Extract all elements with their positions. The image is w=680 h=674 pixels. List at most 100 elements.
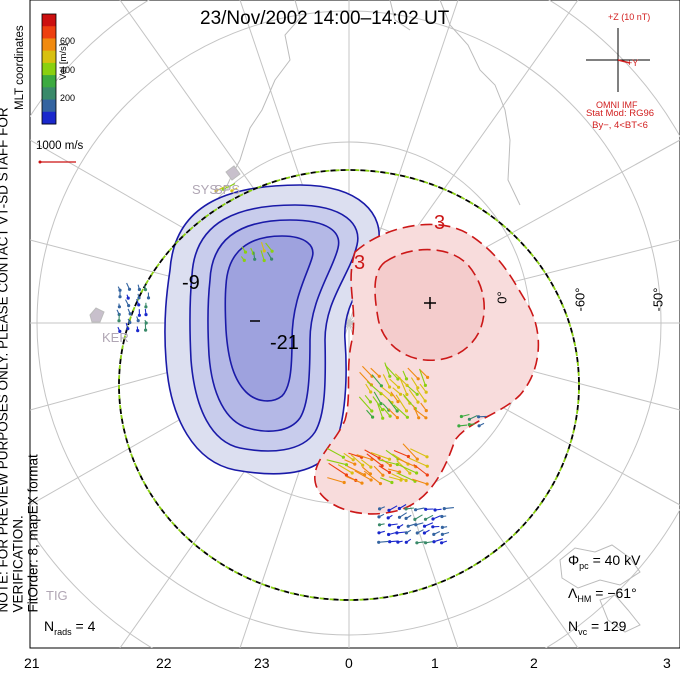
mlt-hour-label: 3 <box>663 655 671 671</box>
colorbar-swatch <box>42 99 56 113</box>
velocity-vector <box>469 423 475 426</box>
velocity-vector <box>424 522 434 527</box>
vector-scale <box>38 160 76 164</box>
mlt-hour-label: 1 <box>431 655 439 671</box>
velocity-vector <box>378 465 390 473</box>
velocity-vector <box>413 464 428 476</box>
velocity-vector <box>126 294 129 299</box>
colorbar-swatch <box>42 50 56 64</box>
velocity-vector <box>388 476 402 481</box>
velocity-vector <box>382 403 390 411</box>
velocity-vector <box>144 284 147 290</box>
imf-caption: OMNI IMF <box>596 100 638 110</box>
stat-value: = 4 <box>71 618 96 634</box>
velocity-vector <box>127 318 131 323</box>
velocity-vector <box>382 407 391 417</box>
velocity-vector <box>347 465 365 476</box>
velocity-vector <box>356 454 372 461</box>
velocity-vector <box>241 246 246 253</box>
colorbar-tick: 600 <box>60 36 76 46</box>
plot-frame <box>29 0 680 649</box>
stat-subscript: HM <box>577 593 592 604</box>
vector-origin <box>388 540 392 544</box>
velocity-vector <box>389 523 398 526</box>
velocity-vector <box>231 187 238 192</box>
velocity-vector <box>413 408 427 419</box>
velocity-vector <box>424 529 430 534</box>
velocity-vector <box>328 462 347 476</box>
velocity-vector <box>136 316 139 321</box>
vector-origin <box>414 523 418 527</box>
velocity-vector <box>260 242 265 252</box>
vector-origin <box>415 541 419 545</box>
velocity-vector <box>364 394 371 403</box>
velocity-vector <box>343 452 354 461</box>
velocity-vector <box>441 515 447 518</box>
velocity-vector <box>391 473 407 481</box>
velocity-vector <box>354 470 372 481</box>
velocity-vector <box>432 515 441 520</box>
velocity-vector <box>419 369 428 378</box>
velocity-vector <box>345 475 363 484</box>
velocity-vector <box>253 251 256 260</box>
velocity-vector <box>377 403 384 419</box>
vector-origin <box>377 540 381 544</box>
velocity-vector <box>364 449 380 459</box>
velocity-vector <box>337 464 353 474</box>
velocity-vector <box>344 459 356 465</box>
velocity-vector <box>327 448 344 458</box>
velocity-vector <box>399 512 407 518</box>
stat-subscript: rads <box>54 626 72 637</box>
velocity-vector <box>359 371 372 386</box>
velocity-vector <box>137 293 140 299</box>
velocity-vector <box>348 452 362 458</box>
stat-model-label: Stat Mod: RG96 By−, 4<BT<6 <box>565 108 675 132</box>
radar-site-label: TIG <box>46 588 68 603</box>
velocity-vector <box>415 507 425 511</box>
stat-value: = 40 kV <box>588 552 641 568</box>
velocity-vector <box>442 526 448 528</box>
velocity-vector <box>387 468 400 473</box>
velocity-vector <box>366 453 383 467</box>
velocity-vector <box>390 391 399 402</box>
mlt-hour-label: 22 <box>156 655 172 671</box>
velocity-vector <box>385 449 399 460</box>
polar-cap-potential: Φpc = 40 kV <box>568 552 640 571</box>
velocity-vector <box>441 540 448 544</box>
velocity-vector <box>360 459 372 468</box>
velocity-vector <box>478 422 485 427</box>
velocity-vector <box>381 386 392 396</box>
velocity-vector <box>250 247 254 254</box>
velocity-vector <box>125 322 129 329</box>
velocity-vector <box>461 413 470 418</box>
vector-count: Nvc = 129 <box>568 618 626 637</box>
velocity-vector <box>420 402 427 411</box>
radar-site-label: KER <box>102 330 129 345</box>
radar-count: Nrads = 4 <box>44 618 95 637</box>
velocity-vector <box>125 299 130 306</box>
velocity-vector <box>399 504 407 509</box>
coastlines <box>89 0 641 633</box>
velocity-vector <box>378 530 385 534</box>
mlt-hour-label: 21 <box>24 655 40 671</box>
velocity-vector <box>378 459 398 466</box>
velocity-vector <box>371 374 382 387</box>
velocity-vector <box>395 394 407 412</box>
preview-note-line: NOTE: FOR PREVIEW PURPOSES ONLY. PLEASE … <box>0 107 26 613</box>
contour-label: -9 <box>182 272 200 294</box>
velocity-vector <box>419 383 427 393</box>
velocity-vector <box>433 538 444 543</box>
velocity-vector <box>381 458 391 466</box>
colorbar-swatch <box>42 75 56 88</box>
velocity-vector <box>405 514 412 519</box>
velocity-vector <box>378 540 389 543</box>
latitude-label: -60° <box>572 287 588 312</box>
colorbar-frame <box>41 13 57 125</box>
potential-maximum-marker <box>424 297 436 309</box>
hm-latitude: ΛHM = −61° <box>568 585 637 604</box>
velocity-vector <box>389 378 399 388</box>
mlt-hour-label: 23 <box>254 655 270 671</box>
colorbar-swatch <box>42 62 56 76</box>
velocity-vector <box>116 309 120 315</box>
